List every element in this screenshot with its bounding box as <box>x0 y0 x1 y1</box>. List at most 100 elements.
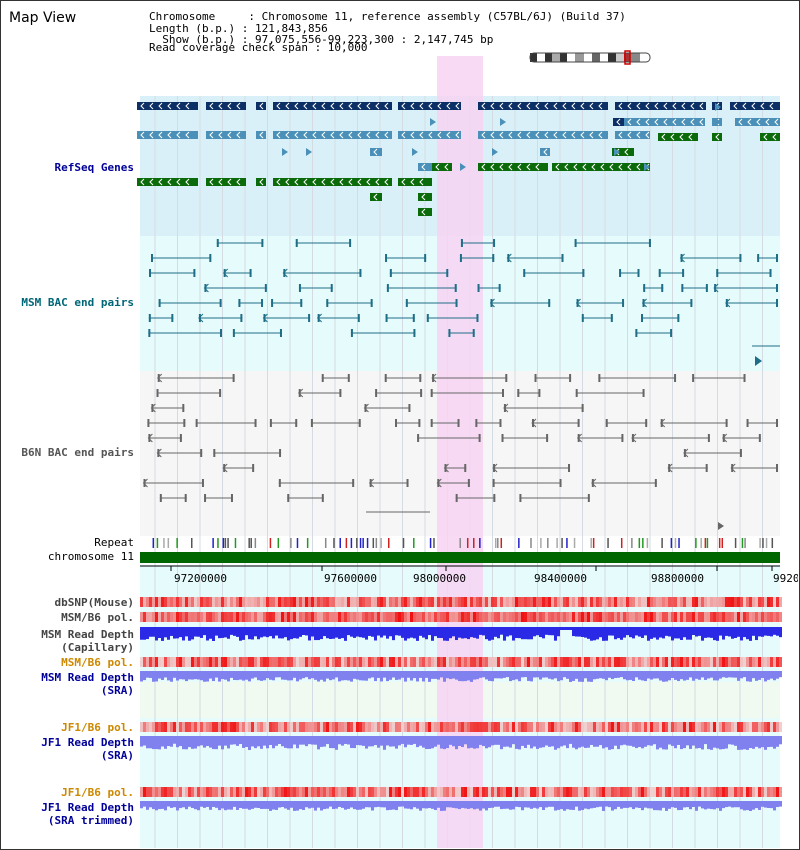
dbsnp-cell <box>722 597 725 607</box>
jf1-b6-pol2-cell <box>605 787 608 797</box>
track-label-jf1-b6-pol2[interactable]: JF1/B6 pol. <box>61 786 134 799</box>
msm-sra-depth-bar <box>170 671 173 682</box>
msm-b6-pol-cell <box>719 612 722 622</box>
msm-sra-depth-bar <box>719 671 722 679</box>
dbsnp-cell <box>728 597 731 607</box>
track-label-msm-b6-pol[interactable]: MSM/B6 pol. <box>61 611 134 624</box>
jf1-b6-pol2-cell <box>650 787 653 797</box>
jf1-sra-depth-bar <box>758 736 761 749</box>
jf1-b6-pol2-cell <box>383 787 386 797</box>
msm-b6-pol-cell <box>461 612 464 622</box>
track-label-dbsnp[interactable]: dbSNP(Mouse) <box>54 596 134 609</box>
msm-b6-pol2-cell <box>416 657 419 667</box>
msm-b6-pol-cell <box>455 612 458 622</box>
dbsnp-cell <box>203 597 206 607</box>
jf1-trim-depth-bar <box>404 801 407 809</box>
gene-marker <box>282 148 288 156</box>
track-label-msm-bac[interactable]: MSM BAC end pairs <box>21 296 134 309</box>
msm-sra-depth-bar <box>686 671 689 680</box>
dbsnp-cell <box>473 597 476 607</box>
jf1-b6-pol-cell <box>413 722 416 732</box>
msm-sra-depth-bar <box>308 671 311 680</box>
msm-cap-depth-bar <box>518 627 521 639</box>
msm-b6-pol-cell <box>629 612 632 622</box>
jf1-trim-depth-bar <box>563 801 566 811</box>
repeat-element <box>607 538 609 548</box>
jf1-b6-pol-cell <box>737 722 740 732</box>
msm-b6-pol-cell <box>434 612 437 622</box>
repeat-element <box>556 538 558 548</box>
jf1-sra-depth-bar <box>302 736 305 745</box>
msm-bac-pair-end <box>454 284 457 292</box>
msm-b6-pol-cell <box>287 612 290 622</box>
b6n-bac-pair-arrow <box>431 373 437 383</box>
jf1-sra-depth-bar <box>461 736 464 748</box>
dbsnp-cell <box>764 597 767 607</box>
track-label-refseq[interactable]: RefSeq Genes <box>54 161 134 174</box>
msm-b6-pol2-cell <box>713 657 716 667</box>
track-label-jf1-trim-1[interactable]: JF1 Read Depth <box>41 801 134 814</box>
jf1-trim-depth-bar <box>254 801 257 808</box>
jf1-b6-pol-cell <box>587 722 590 732</box>
dbsnp-cell <box>758 597 761 607</box>
dbsnp-cell <box>257 597 260 607</box>
jf1-sra-depth-bar <box>371 736 374 747</box>
dbsnp-cell <box>665 597 668 607</box>
jf1-sra-depth-bar <box>146 736 149 749</box>
dbsnp-cell <box>644 597 647 607</box>
track-label-msm-cap-1[interactable]: MSM Read Depth <box>41 628 134 641</box>
repeat-element <box>224 538 227 548</box>
jf1-b6-pol2-cell <box>752 787 755 797</box>
msm-b6-pol-cell <box>620 612 623 622</box>
track-label-msm-b6-pol2[interactable]: MSM/B6 pol. <box>61 656 134 669</box>
strand-arrow <box>227 102 232 110</box>
jf1-b6-pol2-cell <box>497 787 500 797</box>
track-label-jf1-sra-1[interactable]: JF1 Read Depth <box>41 736 134 749</box>
jf1-b6-pol2-cell <box>509 787 512 797</box>
jf1-trim-depth-bar <box>302 801 305 811</box>
repeat-element <box>479 538 481 548</box>
jf1-sra-depth-bar <box>497 736 500 745</box>
jf1-b6-pol2-cell <box>146 787 149 797</box>
gene-marker <box>614 148 620 156</box>
jf1-b6-pol-cell <box>422 722 425 732</box>
msm-sra-depth-bar <box>506 671 509 678</box>
msm-sra-depth-bar <box>146 671 149 678</box>
msm-cap-depth-bar <box>302 627 305 635</box>
jf1-trim-depth-bar <box>419 801 422 811</box>
msm-b6-pol2-cell <box>527 657 530 667</box>
strand-arrow <box>373 193 378 201</box>
ideogram-band <box>537 53 545 62</box>
msm-bac-pair-end <box>193 269 196 277</box>
msm-sra-depth-bar <box>290 671 293 681</box>
b6n-bac-pair-end <box>279 449 282 457</box>
track-label-msm-sra-1[interactable]: MSM Read Depth <box>41 671 134 684</box>
jf1-b6-pol2-cell <box>716 787 719 797</box>
jf1-b6-pol-cell <box>155 722 158 732</box>
track-label-jf1-b6-pol[interactable]: JF1/B6 pol. <box>61 721 134 734</box>
jf1-sra-depth-bar <box>587 736 590 748</box>
jf1-sra-depth-bar <box>281 736 284 747</box>
repeat-element <box>359 538 362 548</box>
jf1-trim-depth-bar <box>644 801 647 808</box>
msm-cap-depth-bar <box>308 627 311 641</box>
jf1-trim-depth-bar <box>188 801 191 807</box>
msm-b6-pol2-cell <box>407 657 410 667</box>
track-label-b6n-bac[interactable]: B6N BAC end pairs <box>21 446 134 459</box>
msm-sra-depth-bar <box>701 671 704 678</box>
jf1-trim-depth-bar <box>455 801 458 809</box>
jf1-b6-pol2-cell <box>299 787 302 797</box>
msm-b6-pol-cell <box>716 612 719 622</box>
jf1-b6-pol-cell <box>545 722 548 732</box>
dbsnp-cell <box>440 597 443 607</box>
msm-b6-pol-cell <box>737 612 740 622</box>
repeat-element <box>670 538 673 548</box>
strand-arrow <box>227 178 232 186</box>
msm-b6-pol-cell <box>602 612 605 622</box>
jf1-b6-pol2-cell <box>251 787 254 797</box>
jf1-sra-depth-bar <box>467 736 470 749</box>
msm-sra-depth-bar <box>524 671 527 678</box>
msm-b6-pol-cell <box>638 612 641 622</box>
msm-cap-depth-bar <box>731 627 734 639</box>
